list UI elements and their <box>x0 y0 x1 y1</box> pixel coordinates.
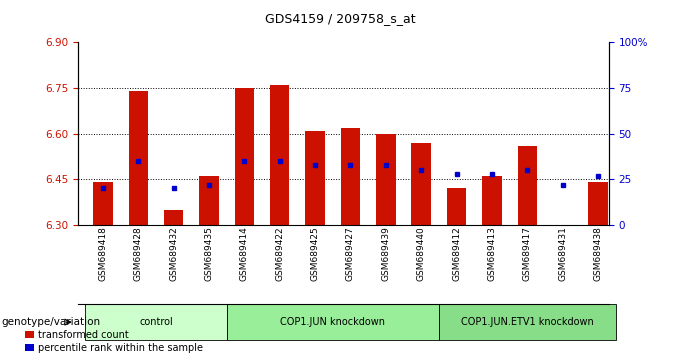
Text: control: control <box>139 317 173 327</box>
Bar <box>411 143 431 225</box>
Bar <box>235 88 254 225</box>
Bar <box>305 131 325 225</box>
Text: GDS4159 / 209758_s_at: GDS4159 / 209758_s_at <box>265 12 415 25</box>
Bar <box>376 134 396 225</box>
Bar <box>482 176 502 225</box>
Bar <box>447 188 466 225</box>
Bar <box>517 146 537 225</box>
Bar <box>199 176 219 225</box>
Text: genotype/variation: genotype/variation <box>1 317 101 327</box>
Legend: transformed count, percentile rank within the sample: transformed count, percentile rank withi… <box>25 330 203 353</box>
Bar <box>129 91 148 225</box>
Bar <box>164 210 184 225</box>
Text: COP1.JUN.ETV1 knockdown: COP1.JUN.ETV1 knockdown <box>461 317 594 327</box>
Text: COP1.JUN knockdown: COP1.JUN knockdown <box>280 317 386 327</box>
Bar <box>588 182 608 225</box>
Bar <box>270 85 290 225</box>
Bar <box>341 127 360 225</box>
Bar <box>93 182 113 225</box>
